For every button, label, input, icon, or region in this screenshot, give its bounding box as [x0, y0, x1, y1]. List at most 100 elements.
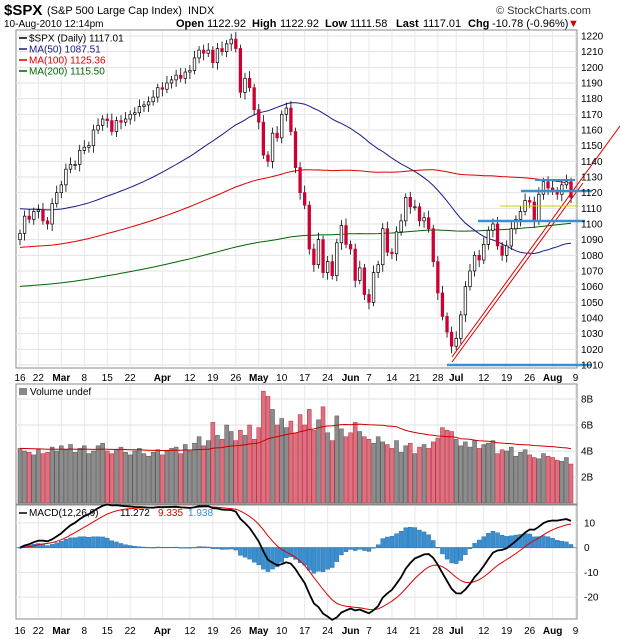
- macd-histogram-bar: [105, 537, 110, 548]
- candle: [36, 209, 41, 212]
- brand[interactable]: © StockCharts.com: [496, 5, 591, 17]
- x-tick-label-bottom: 28: [432, 626, 444, 637]
- price-tick-label: 1180: [581, 94, 603, 105]
- x-tick-label: 12: [184, 373, 196, 384]
- candle: [491, 223, 495, 231]
- macd-line: [19, 503, 572, 621]
- macd-histogram-bar: [127, 545, 133, 548]
- candle: [353, 248, 357, 281]
- volume-bar: [385, 444, 390, 504]
- macd-histogram-bar: [380, 538, 385, 548]
- macd-histogram-bar: [412, 527, 418, 548]
- macd-histogram-bar: [178, 547, 183, 549]
- price-tick-label: 1140: [581, 157, 603, 168]
- candle: [463, 286, 468, 316]
- candle: [123, 118, 128, 123]
- macd-histogram-bar: [362, 547, 367, 551]
- candle: [105, 118, 109, 121]
- volume-bar: [545, 455, 551, 504]
- candle: [275, 132, 279, 139]
- macd-histogram-bar: [545, 536, 551, 548]
- low-value: 1111.58: [350, 18, 387, 30]
- macd-histogram-bar: [150, 547, 156, 549]
- candle: [404, 197, 408, 222]
- candle: [289, 107, 293, 132]
- macd-histogram-bar: [160, 547, 165, 548]
- macd-histogram-bar: [536, 536, 542, 548]
- macd-histogram-bar: [320, 547, 326, 572]
- channel-lower-line: [451, 182, 584, 363]
- candle: [197, 49, 201, 59]
- volume-bar: [233, 440, 239, 504]
- volume-bar: [509, 446, 514, 504]
- candle: [165, 82, 169, 90]
- macd-histogram-bar: [274, 547, 280, 568]
- macd-histogram-bar: [247, 547, 252, 560]
- candle: [59, 184, 63, 194]
- x-tick-label: 17: [299, 373, 311, 384]
- macd-histogram-bar: [187, 547, 193, 549]
- volume-bar: [118, 446, 124, 504]
- volume-bar: [467, 446, 473, 504]
- open-value: 1122.92: [207, 18, 246, 30]
- volume-bar: [155, 449, 160, 504]
- macd-histogram-bar: [348, 547, 353, 550]
- volume-bar: [284, 427, 289, 504]
- macd-histogram-bar: [54, 542, 59, 548]
- volume-bar: [31, 454, 37, 504]
- volume-bar: [435, 437, 441, 504]
- volume-tick-label: 2B: [581, 473, 594, 484]
- volume-bar: [178, 453, 183, 504]
- x-tick-label: 24: [322, 373, 334, 384]
- candle: [417, 206, 422, 222]
- volume-bar: [206, 440, 211, 504]
- volume-bar: [532, 457, 537, 504]
- chg-value: -10.78 (-0.96%): [492, 18, 568, 30]
- index-name: (S&P 500 Large Cap Index): [47, 5, 182, 17]
- volume-bar: [559, 461, 565, 504]
- price-tick-label: 1220: [581, 32, 604, 43]
- macd-histogram-bar: [86, 536, 92, 548]
- macd-histogram-bar: [559, 540, 565, 548]
- chg-arrow-icon: ▼: [568, 18, 579, 30]
- macd-histogram-bar: [251, 547, 257, 563]
- macd-legend-v3: 1.938: [188, 508, 213, 519]
- macd-histogram-bar: [375, 544, 381, 548]
- volume-bar: [132, 450, 138, 504]
- symbol: $SPX: [4, 2, 42, 19]
- macd-histogram-bar: [417, 529, 422, 548]
- candle: [78, 150, 82, 165]
- candle: [564, 181, 569, 186]
- volume-bar: [449, 431, 454, 504]
- macd-legend-prefix: MACD(12,26,9): [29, 508, 98, 519]
- macd-histogram-bar: [330, 547, 335, 568]
- volume-bar: [495, 453, 500, 504]
- volume-bar: [187, 450, 193, 504]
- candle: [243, 77, 247, 93]
- price-tick-label: 1090: [581, 235, 604, 246]
- volume-bar: [59, 445, 64, 504]
- volume-bar: [192, 442, 197, 504]
- macd-histogram-bar: [132, 546, 137, 548]
- x-tick-label: 15: [102, 373, 114, 384]
- volume-bar: [270, 409, 275, 504]
- candle: [119, 120, 123, 123]
- price-tick-label: 1200: [581, 63, 604, 74]
- candle: [73, 164, 77, 166]
- volume-bar: [100, 442, 105, 504]
- macd-histogram-bar: [63, 538, 69, 548]
- macd-histogram-bar: [440, 547, 445, 555]
- price-tick-label: 1010: [581, 361, 604, 372]
- x-tick-label-bottom: Jun: [342, 626, 360, 637]
- candle: [339, 225, 344, 244]
- candle: [514, 218, 518, 230]
- candle: [252, 87, 256, 110]
- x-tick-label-bottom: 7: [366, 626, 372, 637]
- volume-bar: [49, 446, 55, 504]
- volume-bar: [68, 444, 73, 504]
- macd-legend: MACD(12,26,9) 11.272 9.335 1.938: [19, 508, 213, 519]
- macd-histogram-bar: [481, 536, 486, 548]
- volume-bar: [141, 453, 147, 504]
- candle: [335, 242, 339, 277]
